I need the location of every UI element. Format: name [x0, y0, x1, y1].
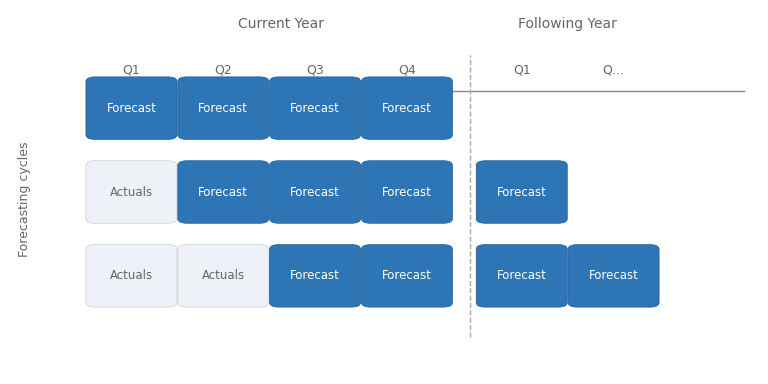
Text: Forecast: Forecast [290, 269, 340, 282]
FancyBboxPatch shape [568, 245, 659, 307]
FancyBboxPatch shape [86, 77, 177, 139]
FancyBboxPatch shape [177, 77, 269, 139]
Text: Q2: Q2 [214, 63, 232, 76]
Text: Q4: Q4 [398, 63, 415, 76]
FancyBboxPatch shape [476, 245, 568, 307]
FancyBboxPatch shape [270, 161, 361, 223]
Text: Forecast: Forecast [107, 102, 157, 115]
FancyBboxPatch shape [86, 161, 177, 223]
FancyBboxPatch shape [86, 245, 177, 307]
Text: Q1: Q1 [513, 63, 531, 76]
Text: Forecast: Forecast [198, 185, 248, 199]
Text: Actuals: Actuals [110, 269, 153, 282]
Text: Forecast: Forecast [290, 102, 340, 115]
Text: Forecast: Forecast [290, 185, 340, 199]
Text: Q1: Q1 [123, 63, 141, 76]
Text: Q...: Q... [603, 63, 624, 76]
Text: Current Year: Current Year [237, 17, 323, 31]
Text: Actuals: Actuals [202, 269, 245, 282]
Text: Forecast: Forecast [382, 269, 432, 282]
FancyBboxPatch shape [177, 161, 269, 223]
Text: Forecasting cycles: Forecasting cycles [18, 142, 31, 257]
FancyBboxPatch shape [362, 161, 452, 223]
FancyBboxPatch shape [476, 161, 568, 223]
Text: Q3: Q3 [306, 63, 324, 76]
Text: Forecast: Forecast [497, 185, 547, 199]
Text: Forecast: Forecast [382, 102, 432, 115]
Text: Forecast: Forecast [497, 269, 547, 282]
Text: Forecast: Forecast [198, 102, 248, 115]
FancyBboxPatch shape [270, 77, 361, 139]
FancyBboxPatch shape [362, 77, 452, 139]
FancyBboxPatch shape [270, 245, 361, 307]
FancyBboxPatch shape [362, 245, 452, 307]
FancyBboxPatch shape [177, 245, 269, 307]
Text: Following Year: Following Year [518, 17, 617, 31]
Text: Forecast: Forecast [588, 269, 638, 282]
Text: Actuals: Actuals [110, 185, 153, 199]
Text: Forecast: Forecast [382, 185, 432, 199]
